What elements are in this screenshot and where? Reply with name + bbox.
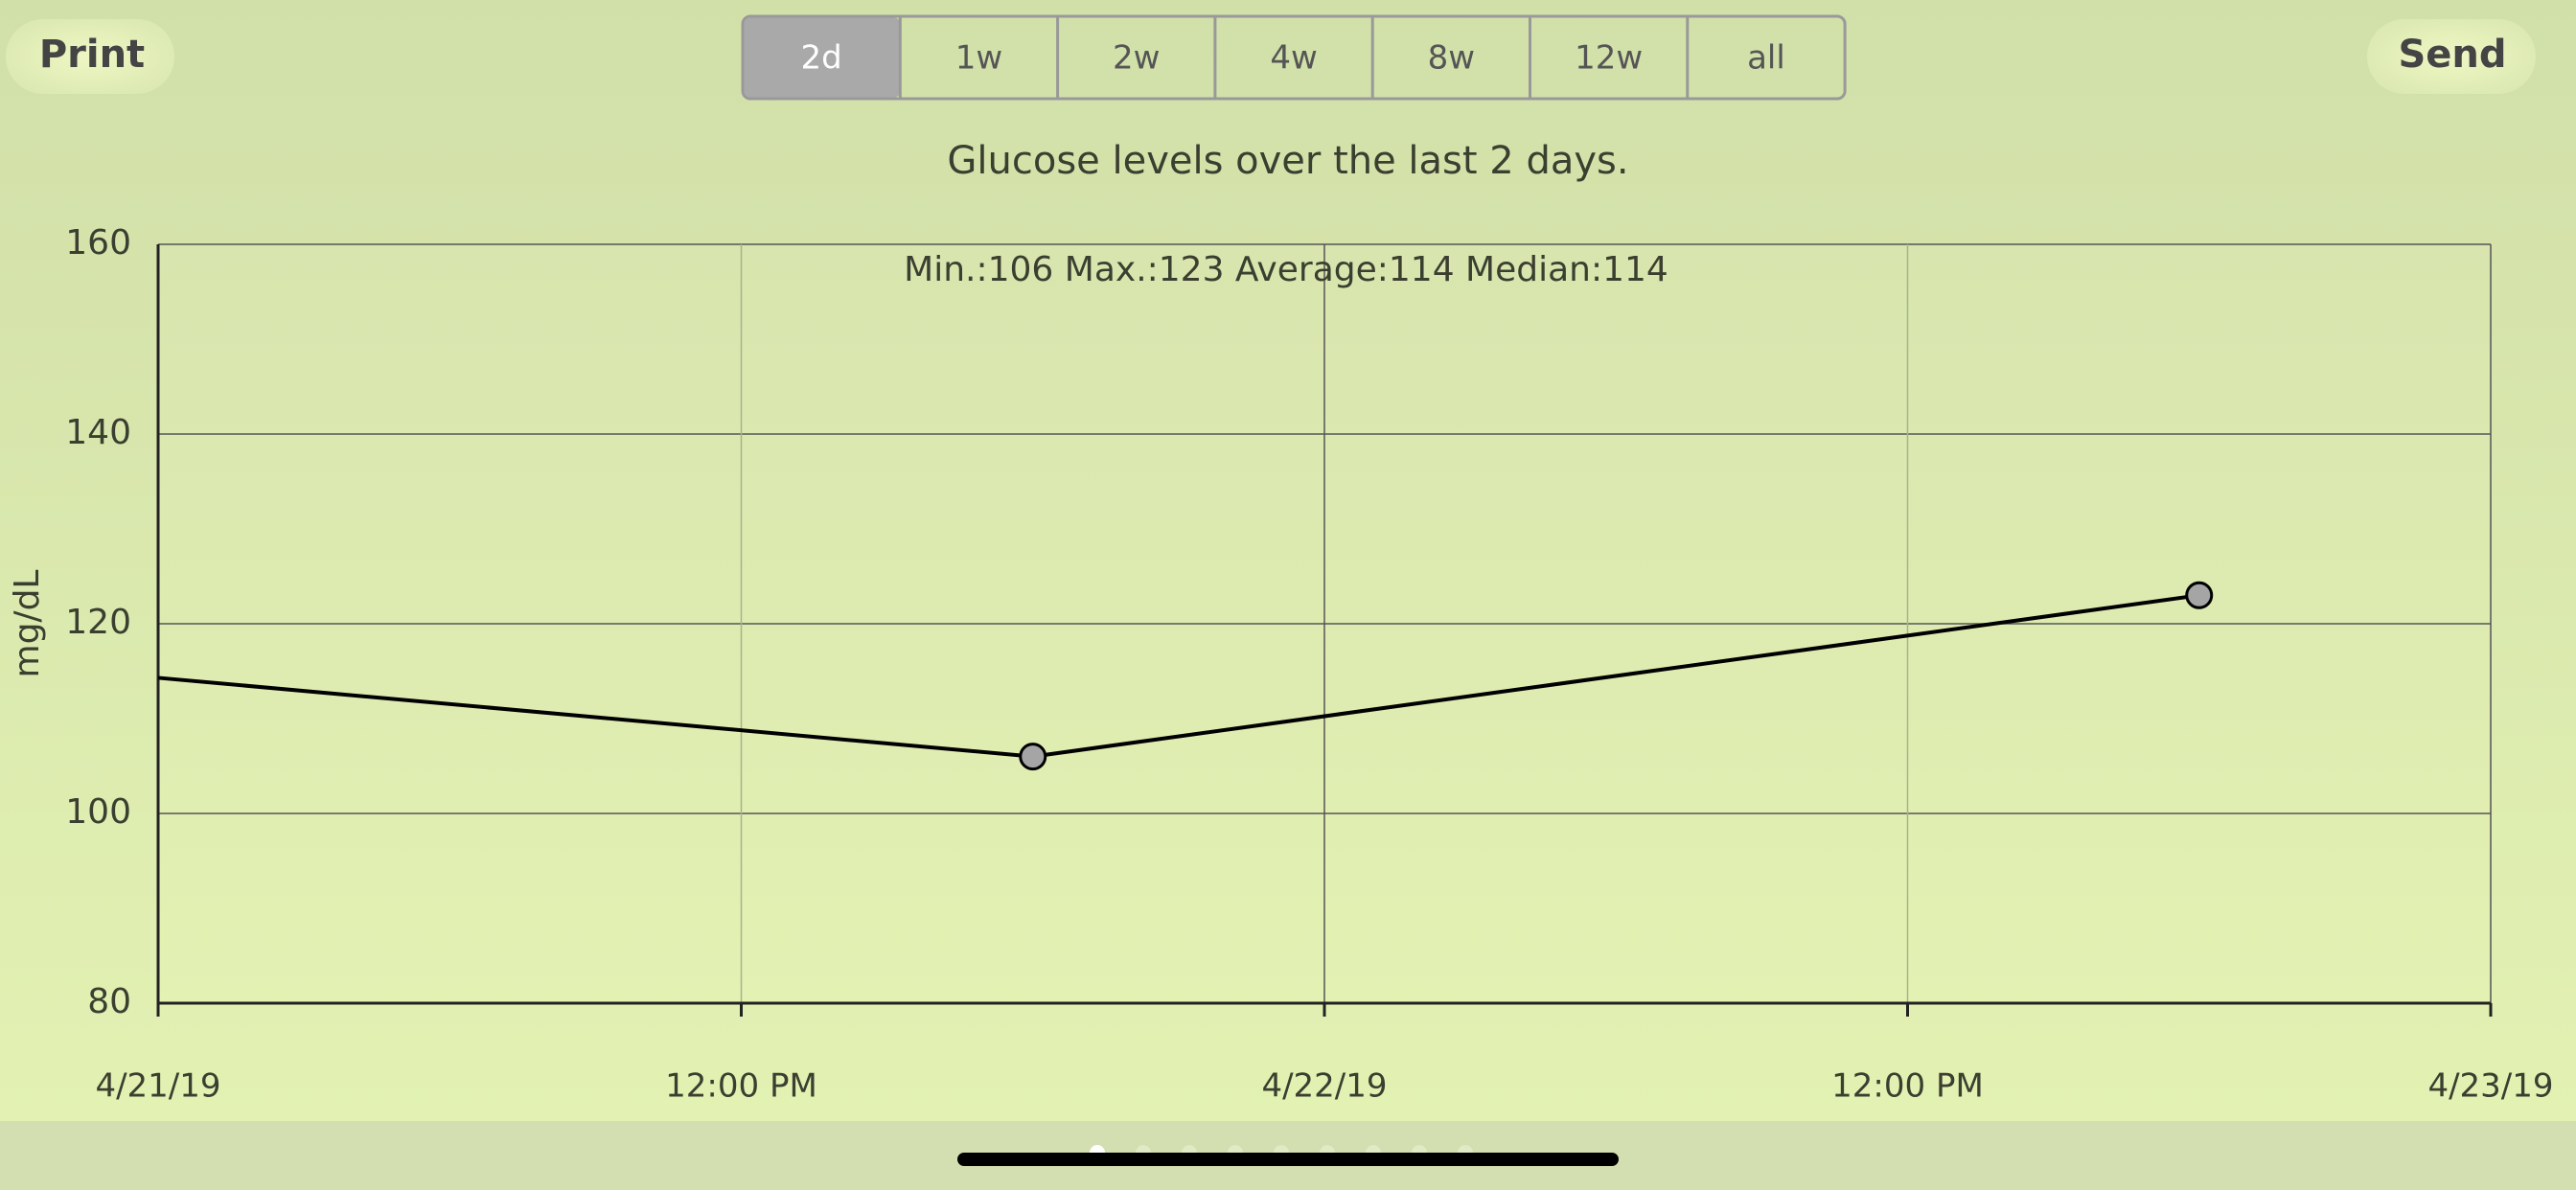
x-tick-label: 4/21/19 xyxy=(95,1067,220,1106)
y-tick-label: 100 xyxy=(65,792,131,832)
range-selected-bg xyxy=(744,17,901,98)
range-button[interactable]: 8w xyxy=(1428,39,1475,78)
x-tick-label: 12:00 PM xyxy=(665,1067,817,1106)
x-tick-label: 12:00 PM xyxy=(1831,1067,1984,1106)
range-button[interactable]: 2d xyxy=(801,39,842,78)
range-selector: 2d 1w 2w 4w 8w 12w all xyxy=(741,14,1847,101)
range-button[interactable]: 12w xyxy=(1575,39,1643,78)
y-axis-label: mg/dL xyxy=(8,570,47,678)
home-indicator xyxy=(957,1153,1619,1166)
y-tick-label: 140 xyxy=(65,413,131,452)
data-point xyxy=(2185,581,2214,609)
send-button[interactable]: Send xyxy=(2398,33,2506,77)
plot: 80 100 120 140 160 4/21/19 12:00 PM 4/22/19 12:0… xyxy=(65,223,2553,1106)
print-button[interactable]: Print xyxy=(39,33,145,77)
data-point xyxy=(1019,743,1047,771)
x-tick-label: 4/22/19 xyxy=(1261,1067,1387,1106)
range-button[interactable]: 4w xyxy=(1270,39,1317,78)
range-selector-frame xyxy=(741,14,1847,101)
print-button-bg[interactable] xyxy=(6,19,174,94)
range-button[interactable]: 1w xyxy=(955,39,1002,78)
y-tick-label: 120 xyxy=(65,603,131,642)
range-button[interactable]: all xyxy=(1747,39,1785,78)
y-tick-label: 160 xyxy=(65,223,131,263)
chart-title: Glucose levels over the last 2 days. xyxy=(947,139,1628,183)
x-tick-label: 4/23/19 xyxy=(2427,1067,2553,1106)
stats-annotation: Min.:106 Max.:123 Average:114 Median:114 xyxy=(904,250,1668,289)
range-button[interactable]: 2w xyxy=(1113,39,1160,78)
send-button-bg[interactable] xyxy=(2367,19,2536,94)
y-tick-label: 80 xyxy=(87,982,131,1021)
